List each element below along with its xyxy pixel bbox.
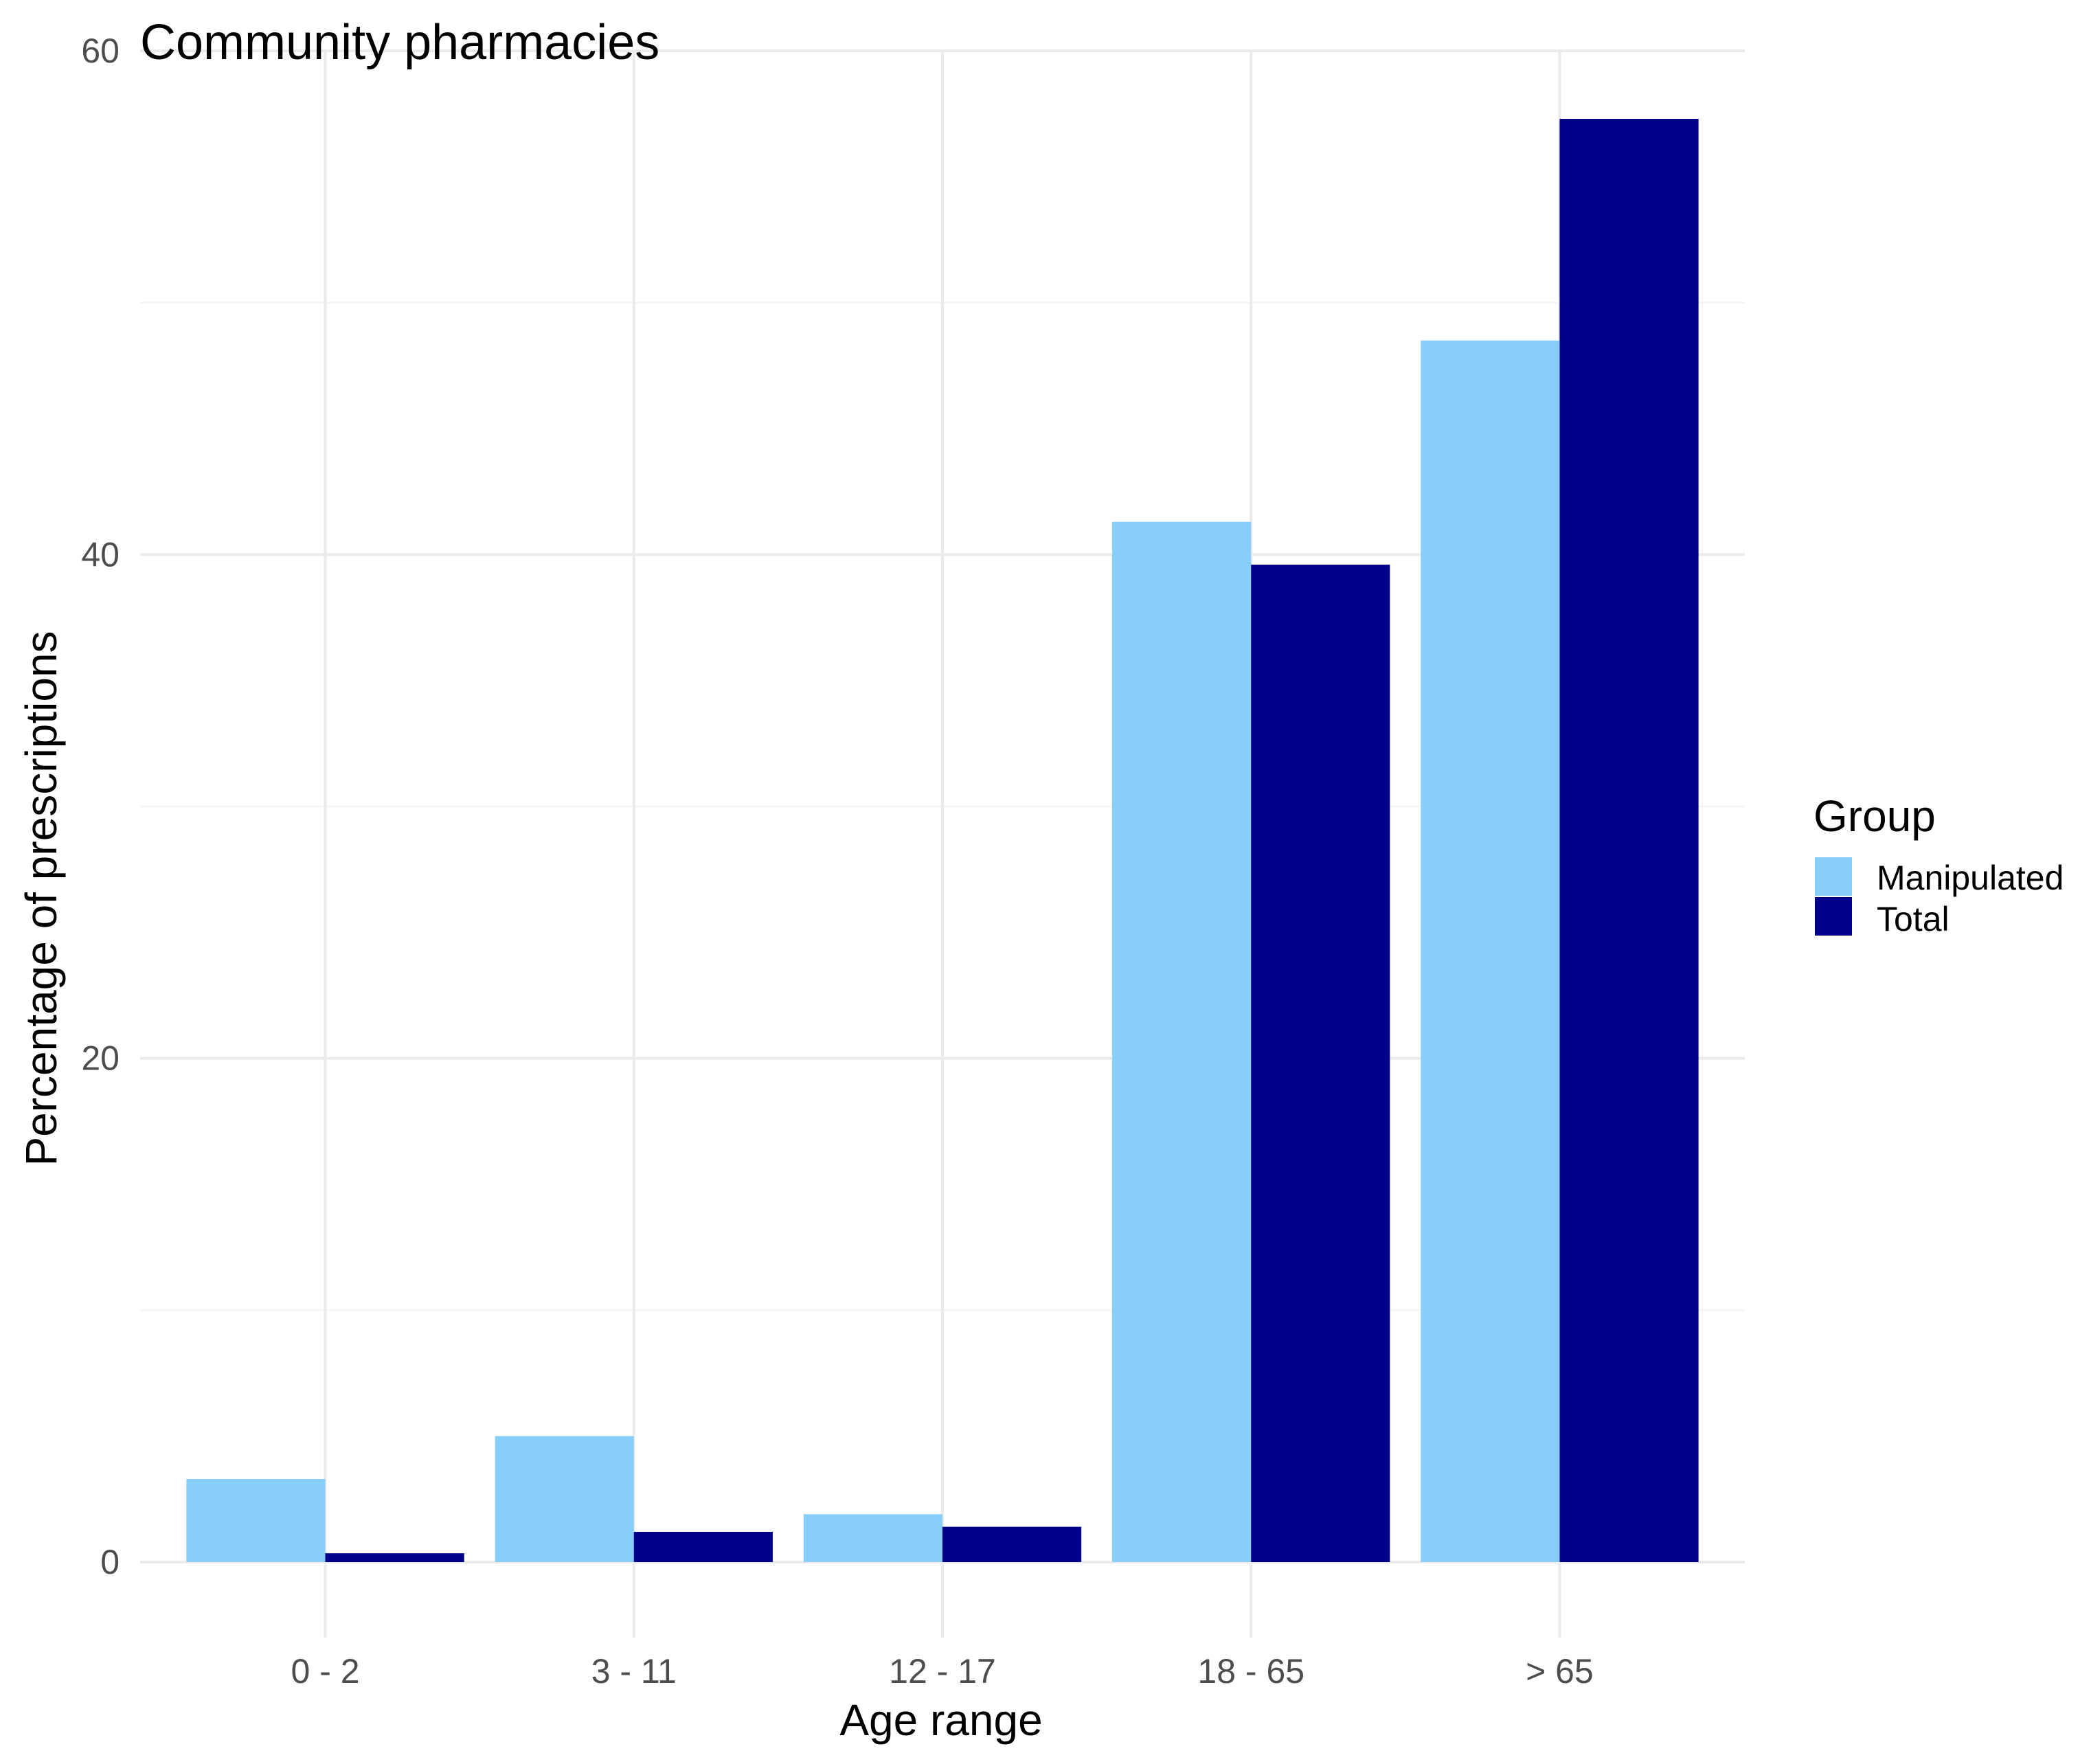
y-tick-label: 40: [81, 535, 120, 574]
y-axis-ticks: 0 20 40 60: [81, 32, 120, 1581]
bar-manipulated-1: [495, 1436, 634, 1562]
x-axis-title: Age range: [839, 1695, 1042, 1745]
legend-swatch-manipulated: [1815, 857, 1852, 896]
legend-title: Group: [1813, 791, 1936, 841]
legend-label-total: Total: [1877, 900, 1949, 938]
x-tick-label: 0 - 2: [291, 1652, 360, 1690]
chart-title: Community pharmacies: [140, 15, 659, 70]
bar-manipulated-2: [803, 1514, 942, 1562]
x-tick-label: 18 - 65: [1197, 1652, 1304, 1690]
y-tick-label: 60: [81, 32, 120, 70]
legend: Group Manipulated Total: [1813, 791, 2064, 938]
bar-manipulated-4: [1421, 340, 1560, 1563]
bar-total-2: [942, 1526, 1082, 1562]
x-tick-label: 12 - 17: [889, 1652, 996, 1690]
legend-swatch-total: [1815, 897, 1852, 936]
x-tick-label: > 65: [1526, 1652, 1594, 1690]
x-tick-label: 3 - 11: [591, 1652, 677, 1690]
bar-manipulated-3: [1112, 521, 1252, 1562]
legend-label-manipulated: Manipulated: [1877, 859, 2064, 897]
bar-total-1: [633, 1532, 773, 1562]
bars: [186, 119, 1699, 1563]
bar-total-4: [1559, 119, 1699, 1562]
y-tick-label: 20: [81, 1039, 120, 1078]
bar-manipulated-0: [186, 1479, 326, 1562]
y-axis-title: Percentage of prescriptions: [16, 631, 66, 1166]
bar-total-3: [1251, 565, 1390, 1562]
x-axis-ticks: 0 - 2 3 - 11 12 - 17 18 - 65 > 65: [291, 1652, 1594, 1690]
bar-total-0: [325, 1553, 464, 1562]
y-tick-label: 0: [100, 1543, 120, 1581]
